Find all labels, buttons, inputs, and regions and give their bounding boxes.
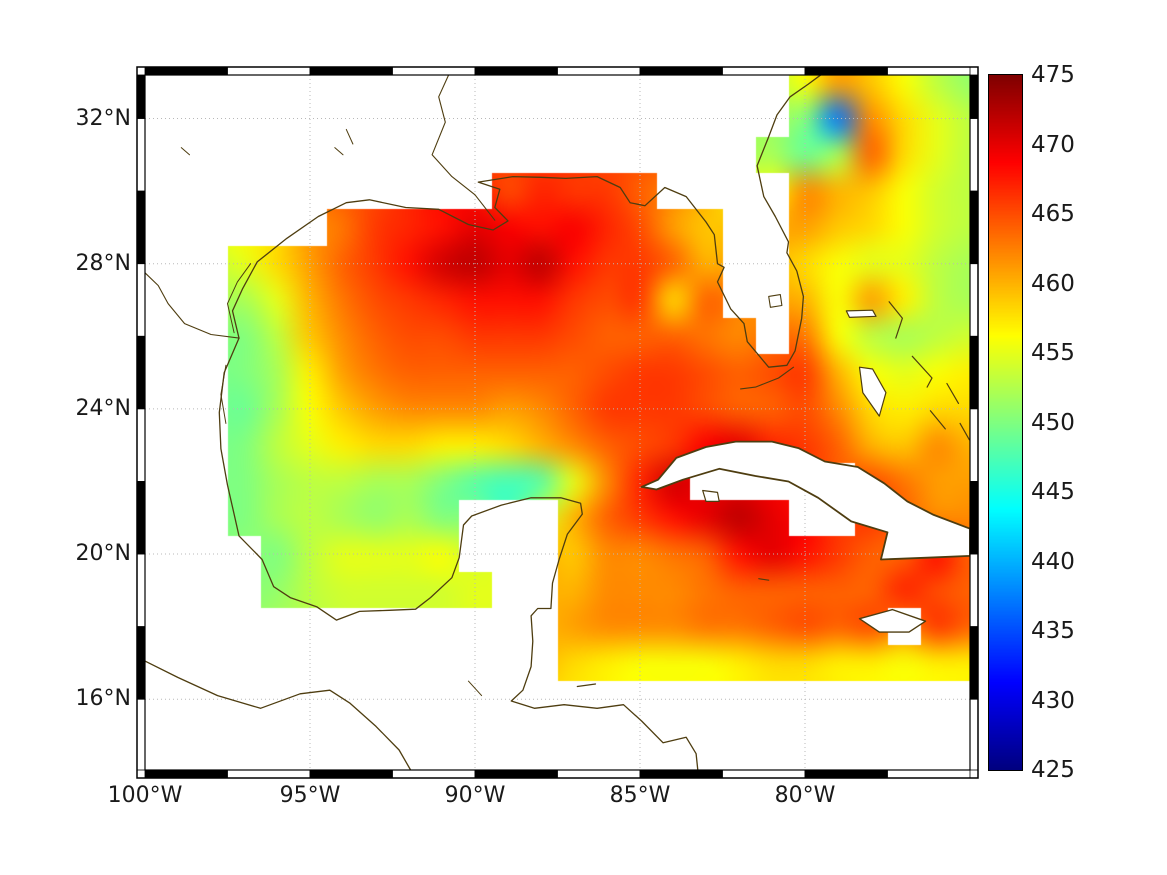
frame-zebra-right bbox=[969, 335, 979, 410]
y-tick-label: 16°N bbox=[75, 686, 131, 712]
colorbar-tick-label: 475 bbox=[1031, 62, 1075, 88]
frame-zebra-top bbox=[639, 66, 723, 76]
colorbar-tick-label: 470 bbox=[1031, 131, 1075, 158]
frame-zebra-bottom bbox=[474, 769, 558, 779]
frame-zebra-left bbox=[136, 553, 146, 628]
frame-zebra-left bbox=[136, 335, 146, 410]
frame-zebra-bottom bbox=[804, 769, 888, 779]
frame-zebra-left bbox=[136, 190, 146, 265]
frame-zebra-left bbox=[136, 74, 146, 119]
frame-zebra-bottom bbox=[557, 769, 641, 779]
frame-zebra-left bbox=[136, 698, 146, 771]
x-tick-label: 85°W bbox=[609, 783, 671, 808]
heatmap-canvas bbox=[145, 75, 970, 770]
frame-zebra-top bbox=[144, 66, 228, 76]
frame-zebra-bottom bbox=[639, 769, 723, 779]
frame-zebra-bottom bbox=[392, 769, 476, 779]
frame-zebra-top bbox=[722, 66, 806, 76]
frame-zebra-top bbox=[227, 66, 311, 76]
frame-zebra-top bbox=[887, 66, 971, 76]
x-tick-label: 80°W bbox=[774, 783, 836, 808]
frame-zebra-bottom bbox=[722, 769, 806, 779]
x-tick-label: 95°W bbox=[279, 783, 341, 808]
frame-zebra-top bbox=[392, 66, 476, 76]
colorbar-tick-label: 450 bbox=[1031, 409, 1075, 436]
frame-zebra-bottom bbox=[309, 769, 393, 779]
frame-zebra-left bbox=[136, 481, 146, 555]
frame-zebra-bottom bbox=[227, 769, 311, 779]
frame-zebra-right bbox=[969, 118, 979, 192]
frame-zebra-top bbox=[557, 66, 641, 76]
frame-zebra-right bbox=[969, 626, 979, 700]
frame-zebra-left bbox=[136, 118, 146, 192]
colorbar-tick-label: 435 bbox=[1031, 618, 1075, 644]
frame-zebra-right bbox=[969, 698, 979, 771]
frame-zebra-right bbox=[969, 481, 979, 555]
y-tick-label: 20°N bbox=[75, 541, 131, 567]
frame-zebra-bottom bbox=[144, 769, 228, 779]
frame-zebra-right bbox=[969, 408, 979, 482]
y-tick-label: 24°N bbox=[75, 395, 131, 421]
colorbar-tick-label: 430 bbox=[1031, 687, 1075, 714]
frame-zebra-top bbox=[804, 66, 888, 76]
colorbar-canvas bbox=[988, 74, 1023, 771]
frame-zebra-top bbox=[309, 66, 393, 76]
frame-zebra-bottom bbox=[887, 769, 971, 779]
frame-zebra-right bbox=[969, 553, 979, 628]
frame-zebra-left bbox=[136, 626, 146, 700]
x-tick-label: 100°W bbox=[107, 783, 183, 808]
colorbar-tick-label: 440 bbox=[1031, 548, 1075, 575]
frame-zebra-right bbox=[969, 263, 979, 337]
frame-zebra-right bbox=[969, 74, 979, 119]
frame-zebra-right bbox=[969, 190, 979, 265]
colorbar-tick-label: 460 bbox=[1031, 270, 1075, 297]
frame-zebra-left bbox=[136, 263, 146, 337]
colorbar-tick-label: 425 bbox=[1031, 757, 1075, 783]
colorbar-tick-label: 445 bbox=[1031, 479, 1075, 505]
colorbar-tick-label: 465 bbox=[1031, 201, 1075, 227]
y-tick-label: 32°N bbox=[75, 105, 131, 131]
y-tick-label: 28°N bbox=[75, 250, 131, 276]
frame-zebra-left bbox=[136, 408, 146, 482]
colorbar-tick-label: 455 bbox=[1031, 340, 1075, 366]
frame-zebra-top bbox=[474, 66, 558, 76]
x-tick-label: 90°W bbox=[444, 783, 506, 808]
